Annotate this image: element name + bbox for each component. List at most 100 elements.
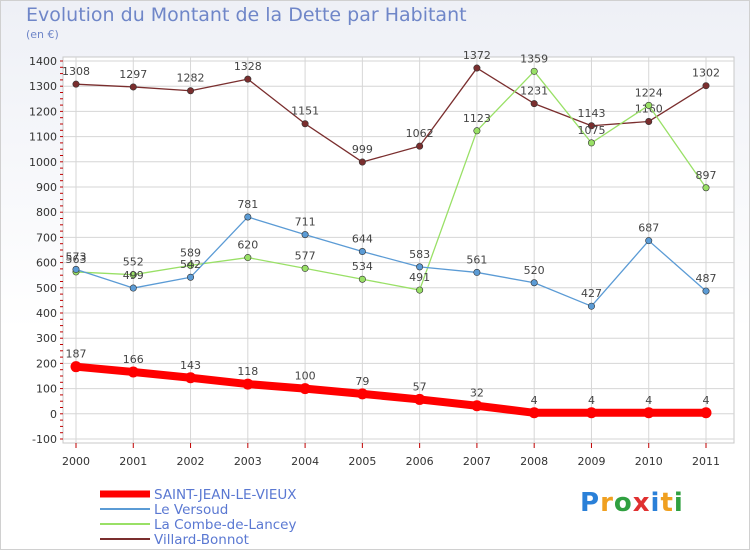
x-tick-label: 2000 — [62, 455, 90, 468]
data-label: 1062 — [406, 127, 434, 140]
data-label: 143 — [180, 359, 201, 372]
x-tick-label: 2006 — [406, 455, 434, 468]
data-point — [358, 248, 366, 256]
data-label: 4 — [703, 394, 710, 407]
x-tick-label: 2002 — [177, 455, 205, 468]
data-label: 1282 — [177, 72, 205, 85]
logo-letter: r — [600, 488, 614, 518]
series-line — [72, 362, 710, 417]
data-label: 1308 — [62, 65, 90, 78]
data-label: 166 — [123, 353, 144, 366]
y-tick-label: 400 — [36, 307, 57, 320]
data-label: 1151 — [291, 105, 319, 118]
data-label: 1372 — [463, 49, 491, 62]
data-label: 552 — [123, 256, 144, 269]
data-label: 427 — [581, 287, 602, 300]
data-point — [585, 407, 597, 419]
data-label: 1297 — [119, 68, 147, 81]
data-label: 1302 — [692, 67, 720, 80]
x-tick-label: 2007 — [463, 455, 491, 468]
data-label: 100 — [295, 370, 316, 383]
data-label: 1328 — [234, 60, 262, 73]
data-label: 583 — [409, 248, 430, 261]
data-point — [416, 286, 424, 294]
data-label: 1224 — [635, 86, 663, 99]
data-point — [72, 80, 80, 88]
data-label: 711 — [295, 216, 316, 229]
series-line — [75, 67, 707, 163]
data-label: 4 — [531, 394, 538, 407]
data-label: 589 — [180, 246, 201, 259]
data-point — [645, 117, 653, 125]
chart-subtitle: (en €) — [26, 28, 59, 41]
data-point — [242, 378, 254, 390]
data-label: 620 — [237, 239, 258, 252]
legend-label: SAINT-JEAN-LE-VIEUX — [154, 487, 297, 503]
data-label: 897 — [696, 169, 717, 182]
data-point — [416, 263, 424, 271]
x-tick-label: 2004 — [291, 455, 319, 468]
legend-label: Villard-Bonnot — [154, 532, 249, 548]
data-point — [528, 407, 540, 419]
data-point — [70, 361, 82, 373]
logo-letter: x — [632, 488, 651, 518]
data-point — [299, 383, 311, 395]
data-label: 781 — [237, 198, 258, 211]
data-point — [244, 254, 252, 262]
data-point — [530, 100, 538, 108]
data-point — [530, 279, 538, 287]
data-point — [129, 284, 137, 292]
logo-letter: i — [650, 488, 661, 518]
data-point — [416, 142, 424, 150]
data-label: 1075 — [577, 124, 605, 137]
x-tick-label: 2003 — [234, 455, 262, 468]
y-tick-label: 1300 — [29, 80, 57, 93]
logo-letter: t — [660, 488, 674, 518]
x-tick-label: 2005 — [348, 455, 376, 468]
y-tick-label: 100 — [36, 383, 57, 396]
data-label: 1143 — [577, 107, 605, 120]
y-tick-label: 900 — [36, 181, 57, 194]
logo-letter: i — [673, 488, 684, 518]
logo-letter: P — [580, 488, 601, 518]
data-point — [187, 87, 195, 95]
data-point — [473, 127, 481, 135]
data-label: 491 — [409, 271, 430, 284]
data-label: 644 — [352, 233, 373, 246]
data-point — [185, 372, 197, 384]
data-label: 1160 — [635, 102, 663, 115]
y-tick-label: 1400 — [29, 55, 57, 68]
data-point — [244, 213, 252, 221]
data-label: 687 — [638, 222, 659, 235]
data-point — [187, 261, 195, 269]
data-point — [645, 101, 653, 109]
data-label: 999 — [352, 143, 373, 156]
data-point — [587, 302, 595, 310]
data-point — [356, 388, 368, 400]
data-label: 4 — [645, 394, 652, 407]
data-point — [473, 268, 481, 276]
data-point — [700, 407, 712, 419]
data-point — [471, 400, 483, 412]
data-label: 57 — [413, 380, 427, 393]
data-label: 573 — [66, 250, 87, 263]
data-label: 118 — [237, 365, 258, 378]
data-point — [645, 237, 653, 245]
logo-letter: o — [613, 488, 633, 518]
data-label: 542 — [180, 258, 201, 271]
x-tick-label: 2001 — [119, 455, 147, 468]
legend-label: La Combe-de-Lancey — [154, 517, 296, 533]
data-point — [301, 120, 309, 128]
series-line — [75, 216, 707, 307]
y-tick-label: 1200 — [29, 105, 57, 118]
y-tick-label: 1100 — [29, 131, 57, 144]
data-label: 520 — [524, 264, 545, 277]
data-label: 4 — [588, 394, 595, 407]
legend-label: Le Versoud — [154, 502, 228, 518]
data-point — [587, 122, 595, 130]
data-label: 1359 — [520, 52, 548, 65]
data-label: 1123 — [463, 112, 491, 125]
data-point — [72, 265, 80, 273]
data-point — [301, 231, 309, 239]
